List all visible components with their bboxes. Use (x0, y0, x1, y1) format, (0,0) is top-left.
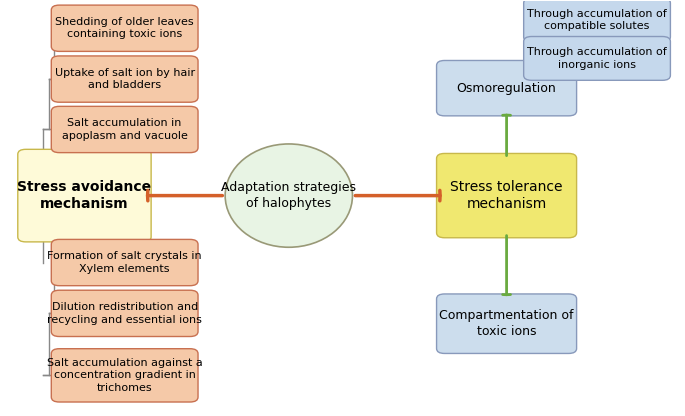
FancyBboxPatch shape (51, 56, 198, 102)
Text: Uptake of salt ion by hair
and bladders: Uptake of salt ion by hair and bladders (55, 68, 195, 90)
FancyBboxPatch shape (51, 290, 198, 337)
FancyBboxPatch shape (51, 239, 198, 286)
FancyBboxPatch shape (436, 154, 577, 238)
FancyBboxPatch shape (51, 349, 198, 402)
Text: Adaptation strategies
of halophytes: Adaptation strategies of halophytes (221, 181, 356, 210)
Text: Salt accumulation against a
concentration gradient in
trichomes: Salt accumulation against a concentratio… (47, 358, 203, 393)
Text: Salt accumulation in
apoplasm and vacuole: Salt accumulation in apoplasm and vacuol… (62, 118, 188, 141)
FancyBboxPatch shape (18, 149, 151, 242)
Text: Stress avoidance
mechanism: Stress avoidance mechanism (17, 180, 151, 211)
FancyBboxPatch shape (436, 60, 577, 116)
FancyBboxPatch shape (523, 0, 671, 42)
Text: Osmoregulation: Osmoregulation (457, 82, 556, 95)
Text: Shedding of older leaves
containing toxic ions: Shedding of older leaves containing toxi… (55, 17, 194, 40)
Ellipse shape (225, 144, 353, 247)
Text: Through accumulation of
inorganic ions: Through accumulation of inorganic ions (527, 47, 667, 69)
Text: Dilution redistribution and
recycling and essential ions: Dilution redistribution and recycling an… (47, 302, 202, 324)
FancyBboxPatch shape (51, 106, 198, 153)
Text: Formation of salt crystals in
Xylem elements: Formation of salt crystals in Xylem elem… (47, 251, 202, 274)
Text: Compartmentation of
toxic ions: Compartmentation of toxic ions (439, 309, 574, 338)
Text: Through accumulation of
compatible solutes: Through accumulation of compatible solut… (527, 9, 667, 31)
FancyBboxPatch shape (523, 37, 671, 80)
Text: Stress tolerance
mechanism: Stress tolerance mechanism (450, 180, 563, 211)
FancyBboxPatch shape (51, 5, 198, 52)
FancyBboxPatch shape (436, 294, 577, 354)
